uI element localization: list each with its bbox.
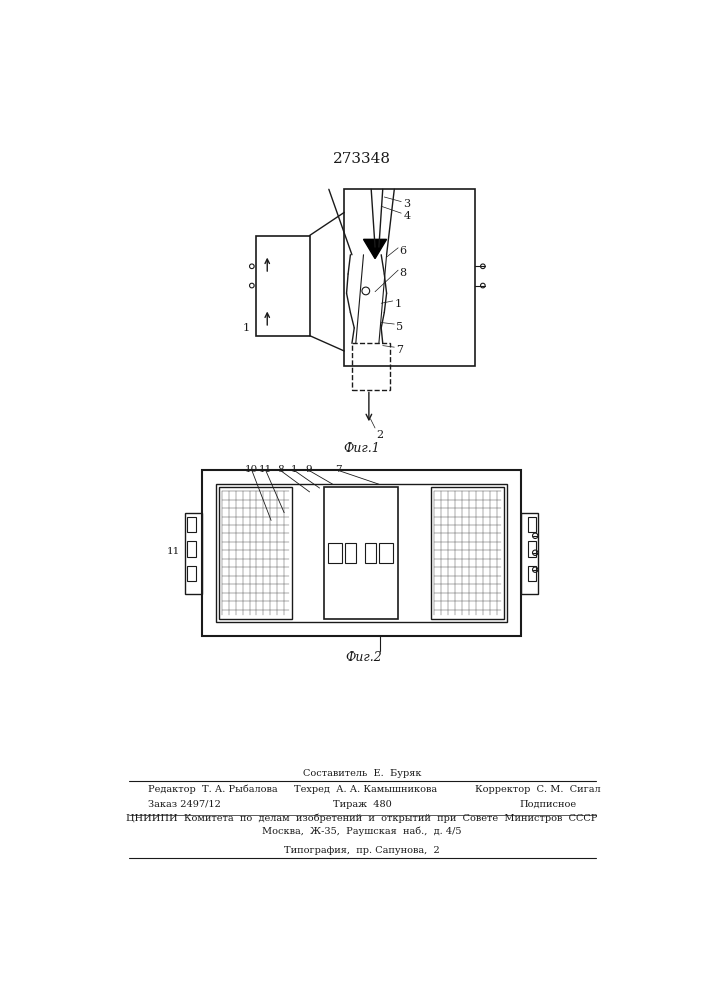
Text: Подписное: Подписное <box>520 800 577 809</box>
Bar <box>201 470 521 636</box>
Text: 1: 1 <box>291 465 298 474</box>
Text: 11: 11 <box>167 547 180 556</box>
Text: 10: 10 <box>245 465 259 474</box>
Bar <box>328 543 342 563</box>
Bar <box>527 517 536 532</box>
Text: 9: 9 <box>305 465 312 474</box>
Text: 1: 1 <box>243 323 250 333</box>
Bar <box>352 343 390 389</box>
Bar <box>187 541 196 557</box>
Bar <box>216 484 508 622</box>
Text: 6: 6 <box>399 246 407 256</box>
Text: Москва,  Ж-35,  Раушская  наб.,  д. 4/5: Москва, Ж-35, Раушская наб., д. 4/5 <box>262 826 462 836</box>
Bar <box>185 513 201 594</box>
Bar <box>527 566 536 581</box>
Text: Фиг.2: Фиг.2 <box>345 651 382 664</box>
Bar <box>379 543 393 563</box>
Text: 3: 3 <box>404 199 411 209</box>
Text: 2: 2 <box>377 430 384 440</box>
Bar <box>431 487 504 619</box>
Bar <box>365 543 376 563</box>
Text: ЦНИИПИ  Комитета  по  делам  изобретений  и  открытий  при  Совете  Министров  С: ЦНИИПИ Комитета по делам изобретений и о… <box>127 814 597 823</box>
Text: 7: 7 <box>335 465 341 474</box>
Bar <box>325 487 398 619</box>
Text: 8: 8 <box>399 268 407 278</box>
Text: Типография,  пр. Сапунова,  2: Типография, пр. Сапунова, 2 <box>284 846 440 855</box>
Text: Техред  А. А. Камышникова: Техред А. А. Камышникова <box>294 785 438 794</box>
Bar <box>345 543 356 563</box>
Bar <box>256 235 310 336</box>
Text: 1: 1 <box>395 299 402 309</box>
Text: Корректор  С. М.  Сигал: Корректор С. М. Сигал <box>475 785 601 794</box>
Text: 11: 11 <box>259 465 272 474</box>
Text: Редактор  Т. А. Рыбалова: Редактор Т. А. Рыбалова <box>148 785 278 794</box>
Polygon shape <box>363 239 387 259</box>
Text: Заказ 2497/12: Заказ 2497/12 <box>148 800 221 809</box>
Text: 273348: 273348 <box>333 152 391 166</box>
Text: 4: 4 <box>404 211 411 221</box>
Text: Составитель  Е.  Буряк: Составитель Е. Буряк <box>303 769 421 778</box>
Text: Тираж  480: Тираж 480 <box>332 800 392 809</box>
Text: 5: 5 <box>396 322 403 332</box>
Bar <box>527 541 536 557</box>
Text: 8: 8 <box>277 465 284 474</box>
Bar <box>344 189 475 366</box>
Bar <box>187 566 196 581</box>
Bar <box>521 513 538 594</box>
Bar <box>218 487 292 619</box>
Text: Фиг.1: Фиг.1 <box>344 442 380 455</box>
Bar <box>187 517 196 532</box>
Text: 7: 7 <box>396 345 403 355</box>
